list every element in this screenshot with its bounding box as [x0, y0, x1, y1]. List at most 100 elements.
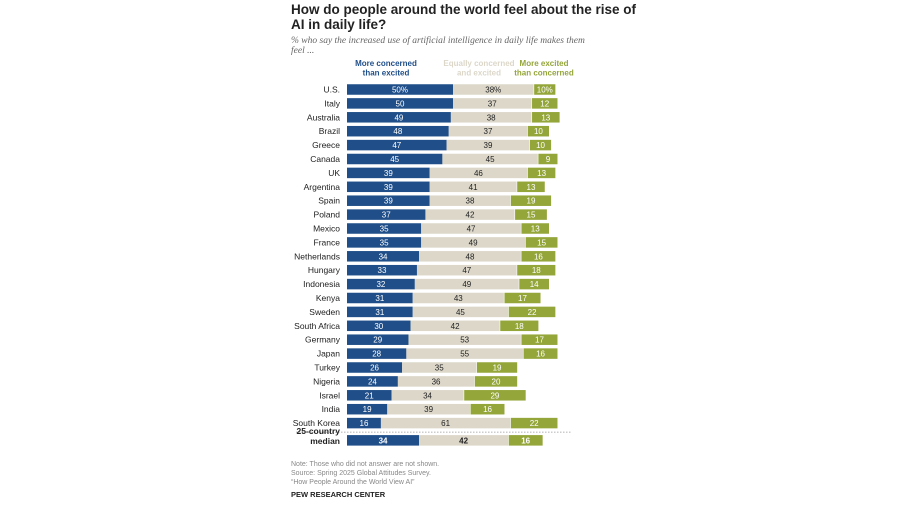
value-label-australia-more-concerned-than-excited: 49	[394, 113, 403, 122]
category-label-south-africa: South Africa	[294, 321, 340, 331]
bar-uk-equally-concerned-and-excited	[429, 167, 528, 179]
bar-indonesia-more-concerned-than-excited	[347, 278, 415, 290]
category-label-germany: Germany	[305, 335, 341, 345]
bar-japan-more-excited-than-concerned	[523, 348, 558, 359]
category-label-poland: Poland	[314, 210, 341, 220]
bar-greece-more-excited-than-concerned	[529, 139, 552, 151]
value-label-nigeria-equally-concerned-and-excited: 36	[432, 377, 441, 386]
bar-nigeria-more-excited-than-concerned	[474, 376, 518, 387]
bar-poland-equally-concerned-and-excited	[425, 209, 515, 220]
category-label-south-korea: South Korea	[293, 418, 341, 428]
value-label-indonesia-equally-concerned-and-excited: 49	[462, 280, 471, 289]
value-label-hungary-equally-concerned-and-excited: 47	[462, 266, 471, 275]
bar-germany-more-concerned-than-excited	[347, 334, 409, 345]
value-label-poland-more-excited-than-concerned: 15	[527, 211, 536, 220]
bar-kenya-more-excited-than-concerned	[504, 292, 541, 304]
bar-south-africa-equally-concerned-and-excited	[410, 320, 500, 332]
value-label-greece-more-concerned-than-excited: 47	[392, 141, 401, 150]
bar-mexico-more-excited-than-concerned	[521, 223, 549, 234]
value-label-india-more-concerned-than-excited: 19	[363, 405, 372, 414]
value-label-south-africa-equally-concerned-and-excited: 42	[451, 322, 460, 331]
bar-south-africa-more-concerned-than-excited	[347, 320, 411, 332]
report-title-text: “How People Around the World View AI”	[291, 479, 415, 486]
bar-sweden-more-excited-than-concerned	[508, 306, 556, 318]
value-label-south-africa-more-excited-than-concerned: 18	[515, 322, 524, 331]
category-label-india: India	[322, 404, 341, 414]
bar-france-more-excited-than-concerned	[525, 237, 558, 248]
value-label-spain-more-concerned-than-excited: 39	[384, 197, 393, 206]
category-label-netherlands: Netherlands	[294, 251, 340, 261]
value-label-hungary-more-excited-than-concerned: 18	[532, 266, 541, 275]
bar-indonesia-equally-concerned-and-excited	[414, 278, 519, 290]
bar-spain-more-concerned-than-excited	[347, 195, 430, 206]
value-label-israel-equally-concerned-and-excited: 34	[423, 391, 432, 400]
value-label-australia-equally-concerned-and-excited: 38	[487, 113, 496, 122]
bar-germany-more-excited-than-concerned	[521, 334, 558, 345]
value-label-u-s-equally-concerned-and-excited: 38%	[485, 86, 501, 95]
value-label-germany-more-concerned-than-excited: 29	[373, 336, 382, 345]
value-label-kenya-equally-concerned-and-excited: 43	[454, 294, 463, 303]
category-label-italy: Italy	[324, 98, 340, 108]
bar-mexico-more-concerned-than-excited	[347, 223, 422, 234]
category-label-hungary: Hungary	[308, 265, 341, 275]
value-label-netherlands-more-concerned-than-excited: 34	[379, 252, 388, 261]
bar-median-more-excited-than-concerned	[508, 435, 543, 446]
value-label-argentina-more-concerned-than-excited: 39	[384, 183, 393, 192]
bar-south-korea-more-concerned-than-excited	[347, 417, 381, 429]
bar-spain-more-excited-than-concerned	[510, 195, 552, 206]
chart-subtitle-line-1: % who say the increased use of artificia…	[291, 35, 585, 46]
category-label-brazil: Brazil	[319, 126, 340, 136]
value-label-brazil-more-excited-than-concerned: 10	[534, 127, 543, 136]
bar-canada-equally-concerned-and-excited	[442, 153, 538, 165]
value-label-median-equally-concerned-and-excited: 42	[459, 436, 468, 445]
value-label-canada-more-concerned-than-excited: 45	[390, 155, 399, 164]
bar-italy-more-concerned-than-excited	[347, 98, 453, 109]
legend-equally-concerned-and-excited-line-1: Equally concerned	[443, 59, 514, 68]
value-label-turkey-more-excited-than-concerned: 19	[493, 364, 502, 373]
bar-italy-more-excited-than-concerned	[532, 98, 558, 109]
value-label-sweden-more-concerned-than-excited: 31	[375, 308, 384, 317]
value-label-kenya-more-excited-than-concerned: 17	[518, 294, 527, 303]
value-label-greece-more-excited-than-concerned: 10	[536, 141, 545, 150]
value-label-sweden-equally-concerned-and-excited: 45	[456, 308, 465, 317]
value-label-median-more-concerned-than-excited: 34	[379, 436, 388, 445]
value-label-japan-more-excited-than-concerned: 16	[536, 350, 545, 359]
bar-israel-equally-concerned-and-excited	[391, 390, 464, 401]
value-label-france-more-excited-than-concerned: 15	[537, 238, 546, 247]
value-label-mexico-equally-concerned-and-excited: 47	[467, 225, 476, 234]
bar-south-africa-more-excited-than-concerned	[500, 320, 539, 332]
bar-median-equally-concerned-and-excited	[419, 435, 509, 446]
value-label-india-equally-concerned-and-excited: 39	[424, 405, 433, 414]
value-label-uk-more-excited-than-concerned: 13	[537, 169, 546, 178]
category-label-turkey: Turkey	[314, 363, 340, 373]
bar-japan-equally-concerned-and-excited	[406, 348, 523, 359]
value-label-canada-equally-concerned-and-excited: 45	[486, 155, 495, 164]
bar-turkey-more-excited-than-concerned	[476, 362, 518, 373]
value-label-netherlands-more-excited-than-concerned: 16	[534, 252, 543, 261]
bar-sweden-more-concerned-than-excited	[347, 306, 413, 318]
bar-netherlands-equally-concerned-and-excited	[419, 251, 521, 262]
value-label-uk-equally-concerned-and-excited: 46	[474, 169, 483, 178]
bar-uk-more-excited-than-concerned	[527, 167, 556, 179]
value-label-poland-more-concerned-than-excited: 37	[382, 211, 391, 220]
category-label-france: France	[314, 237, 341, 247]
value-label-kenya-more-concerned-than-excited: 31	[375, 294, 384, 303]
bar-greece-more-concerned-than-excited	[347, 139, 447, 151]
bar-indonesia-more-excited-than-concerned	[519, 278, 549, 290]
value-label-mexico-more-concerned-than-excited: 35	[380, 225, 389, 234]
bar-nigeria-equally-concerned-and-excited	[397, 376, 475, 387]
legend-more-concerned-than-excited-line-2: than excited	[363, 69, 410, 78]
category-label-uk: UK	[328, 168, 340, 178]
value-label-germany-equally-concerned-and-excited: 53	[460, 336, 469, 345]
category-label-greece: Greece	[312, 140, 340, 150]
value-label-nigeria-more-concerned-than-excited: 24	[368, 377, 377, 386]
value-label-india-more-excited-than-concerned: 16	[483, 405, 492, 414]
bar-turkey-equally-concerned-and-excited	[402, 362, 477, 373]
bar-india-equally-concerned-and-excited	[387, 403, 470, 415]
value-label-south-korea-more-concerned-than-excited: 16	[360, 419, 369, 428]
value-label-u-s-more-concerned-than-excited: 50%	[392, 86, 408, 95]
bar-hungary-more-excited-than-concerned	[517, 264, 556, 276]
